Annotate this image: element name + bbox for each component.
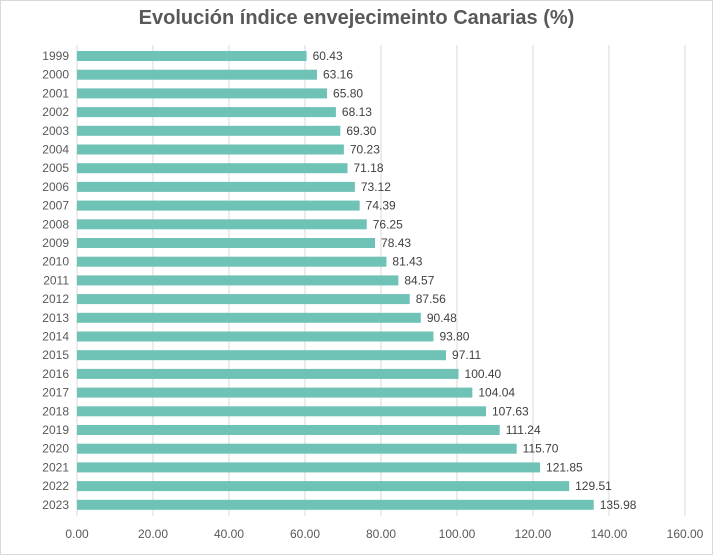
- y-tick-label: 2008: [42, 217, 69, 231]
- bar: [77, 200, 360, 211]
- y-tick-label: 2006: [42, 180, 69, 194]
- bar: [77, 181, 355, 192]
- y-tick-label: 2023: [42, 498, 69, 512]
- y-tick-label: 2002: [42, 105, 69, 119]
- bar: [77, 125, 341, 136]
- y-tick-label: 2007: [42, 199, 69, 213]
- x-tick-label: 120.00: [515, 527, 552, 541]
- bar: [77, 88, 328, 99]
- data-label: 71.18: [353, 161, 383, 175]
- y-tick-label: 2005: [42, 161, 69, 175]
- y-tick-label: 2010: [42, 255, 69, 269]
- bar: [77, 144, 344, 155]
- bar: [77, 406, 486, 417]
- data-label: 68.13: [342, 105, 372, 119]
- data-label: 60.43: [313, 49, 343, 63]
- x-tick-label: 20.00: [138, 527, 168, 541]
- y-tick-label: 2015: [42, 348, 69, 362]
- data-label: 129.51: [575, 479, 612, 493]
- data-label: 76.25: [373, 217, 403, 231]
- data-label: 115.70: [523, 442, 559, 456]
- data-label: 84.57: [404, 273, 434, 287]
- data-label: 78.43: [381, 236, 411, 250]
- data-label: 74.39: [366, 199, 396, 213]
- bar: [77, 312, 421, 323]
- y-tick-label: 2014: [42, 330, 69, 344]
- data-label: 69.30: [346, 124, 376, 138]
- data-label: 73.12: [361, 180, 391, 194]
- y-tick-label: 2011: [43, 273, 69, 287]
- y-tick-label: 2019: [42, 423, 69, 437]
- x-tick-label: 100.00: [439, 527, 476, 541]
- y-tick-label: 2021: [42, 460, 69, 474]
- bar: [77, 275, 399, 286]
- data-label: 100.40: [465, 367, 502, 381]
- data-label: 93.80: [439, 330, 469, 344]
- y-tick-label: 2004: [42, 143, 69, 157]
- bar: [77, 499, 594, 510]
- y-tick-label: 2018: [42, 404, 69, 418]
- data-label: 65.80: [333, 86, 363, 100]
- data-label: 90.48: [427, 311, 457, 325]
- bar: [77, 331, 434, 342]
- bar: [77, 69, 318, 80]
- bar: [77, 238, 376, 248]
- data-label: 63.16: [323, 68, 353, 82]
- bar: [77, 368, 459, 379]
- y-tick-label: 2001: [42, 86, 69, 100]
- x-tick-label: 160.00: [667, 527, 704, 541]
- data-label: 104.04: [478, 386, 515, 400]
- data-label: 111.24: [506, 423, 541, 437]
- y-tick-label: 2016: [42, 367, 69, 381]
- data-label: 81.43: [392, 255, 422, 269]
- y-tick-label: 2003: [42, 124, 69, 138]
- y-tick-label: 2013: [42, 311, 69, 325]
- y-tick-label: 2022: [42, 479, 69, 493]
- bar: [77, 163, 348, 174]
- bar: [77, 107, 336, 118]
- y-tick-label: 2012: [42, 292, 69, 306]
- y-tick-label: 2017: [42, 386, 69, 400]
- bar: [77, 219, 367, 230]
- x-tick-label: 0.00: [65, 527, 89, 541]
- bar: [77, 51, 307, 61]
- x-tick-label: 60.00: [290, 527, 320, 541]
- chart-title: Evolución índice envejecimeinto Canarias…: [138, 7, 575, 29]
- y-tick-label: 1999: [42, 49, 69, 63]
- x-tick-label: 40.00: [214, 527, 244, 541]
- bar: [77, 443, 517, 454]
- data-label: 121.85: [546, 460, 583, 474]
- x-tick-label: 80.00: [366, 527, 396, 541]
- x-tick-label: 140.00: [591, 527, 628, 541]
- bar: [77, 294, 410, 305]
- data-label: 107.63: [492, 404, 529, 418]
- bar: [77, 481, 570, 492]
- y-tick-label: 2009: [42, 236, 69, 250]
- y-tick-label: 2000: [42, 68, 69, 82]
- bar: [77, 256, 387, 267]
- bar: [77, 425, 500, 435]
- bar: [77, 387, 473, 398]
- data-label: 87.56: [416, 292, 446, 306]
- y-tick-label: 2020: [42, 442, 69, 456]
- data-label: 70.23: [350, 143, 380, 157]
- bar: [77, 350, 447, 361]
- bar: [77, 462, 541, 473]
- data-label: 135.98: [600, 498, 637, 512]
- data-label: 97.11: [452, 348, 481, 362]
